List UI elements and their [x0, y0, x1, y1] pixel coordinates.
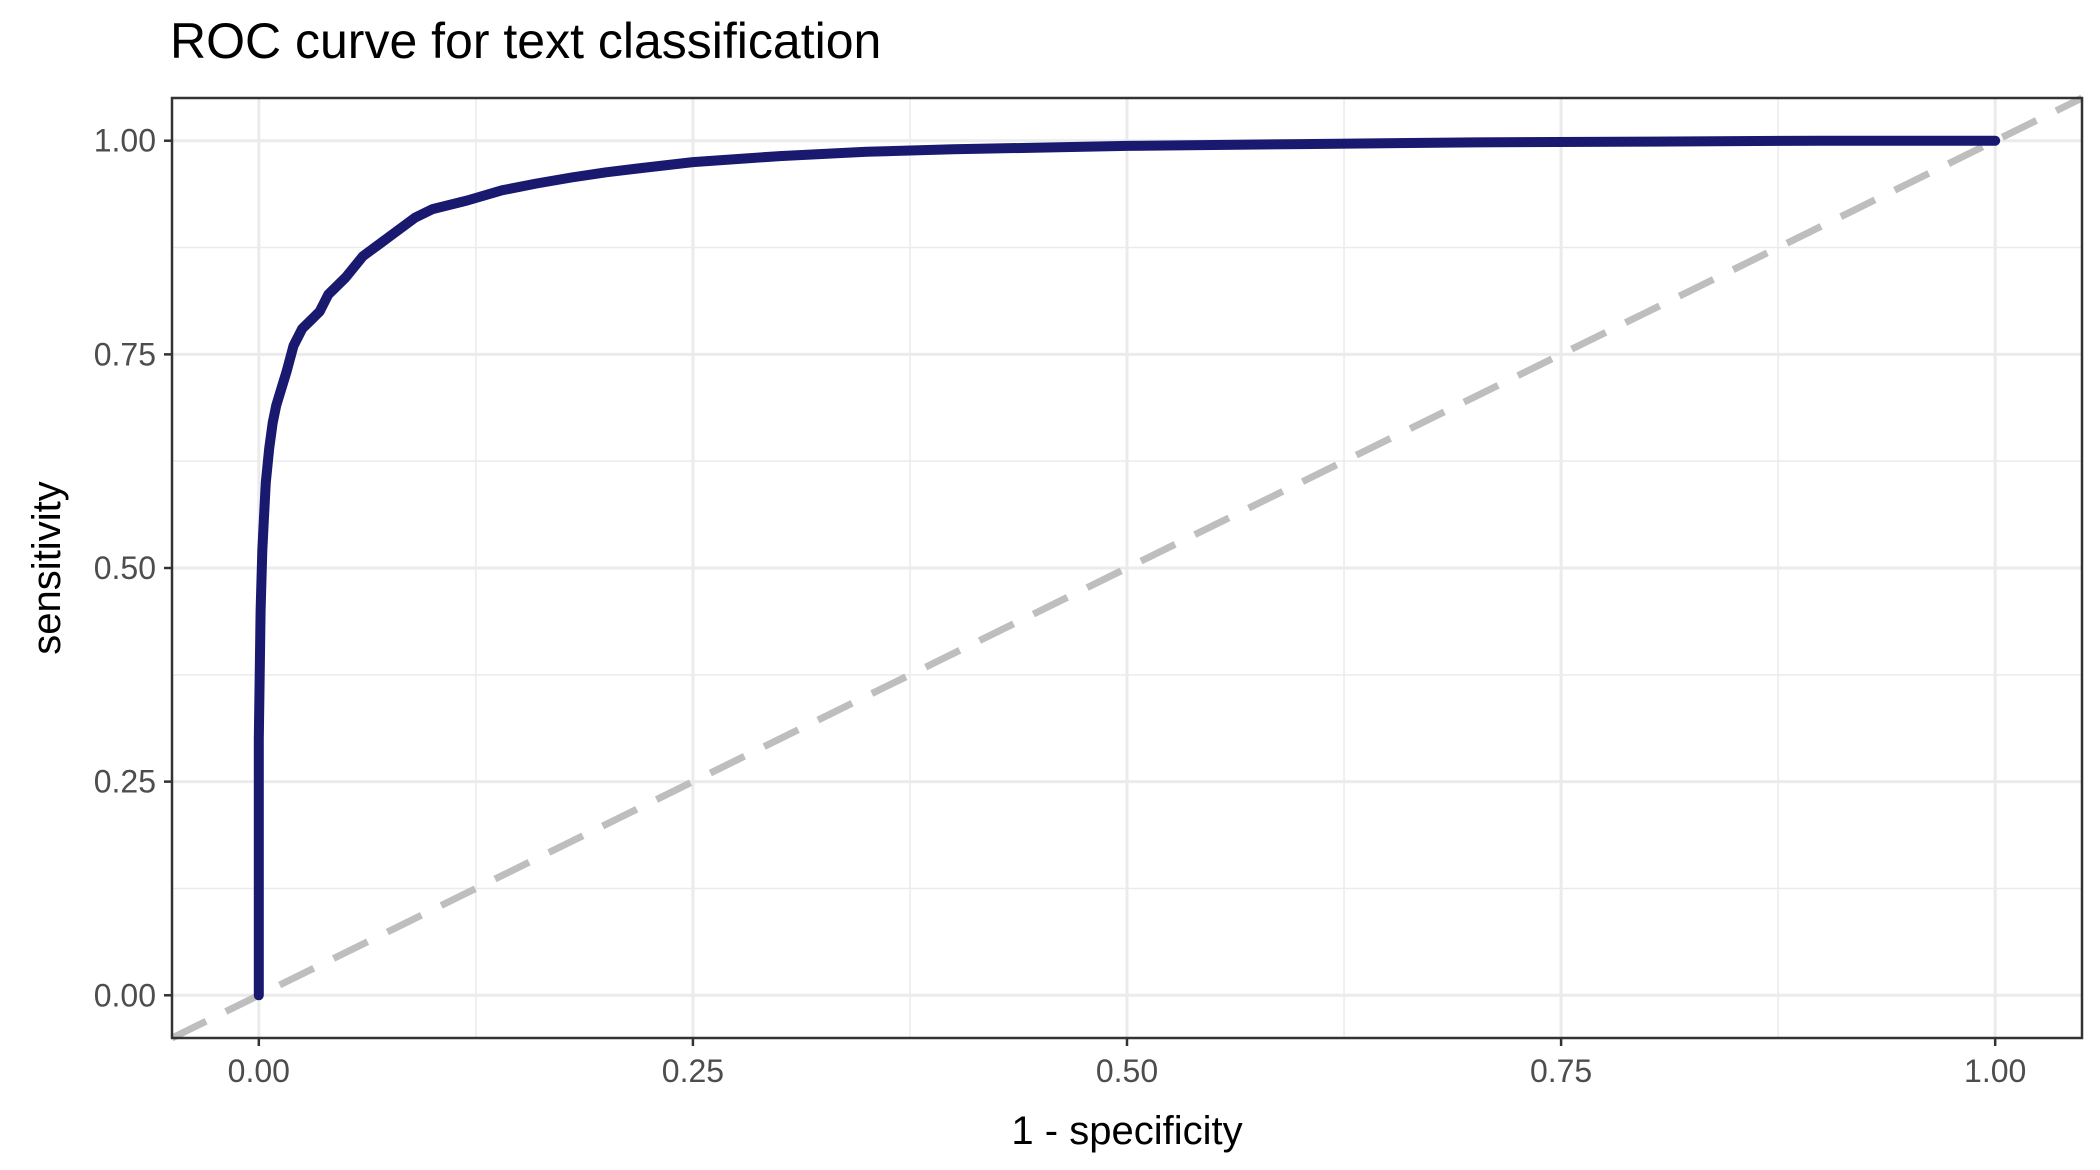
y-tick-label: 0.75 — [94, 336, 156, 372]
chart-title: ROC curve for text classification — [170, 13, 882, 69]
y-axis-title: sensitivity — [25, 481, 69, 654]
reference-line-layer — [170, 94, 2084, 1042]
y-tick-label: 1.00 — [94, 123, 156, 159]
x-tick-label: 0.00 — [228, 1053, 290, 1089]
roc-curve-line — [253, 135, 2001, 1001]
major-gridlines — [172, 98, 2082, 1038]
y-axis-ticks: 0.00 0.25 0.50 0.75 1.00 — [94, 123, 172, 1013]
x-axis-title: 1 - specificity — [1011, 1109, 1242, 1153]
x-tick-label: 0.50 — [1096, 1053, 1158, 1089]
x-tick-label: 1.00 — [1964, 1053, 2026, 1089]
x-tick-label: 0.25 — [662, 1053, 724, 1089]
roc-curve-layer — [253, 135, 2001, 1001]
diagonal-reference-line — [170, 94, 2084, 1042]
y-tick-label: 0.50 — [94, 550, 156, 586]
x-axis-ticks: 0.00 0.25 0.50 0.75 1.00 — [228, 1038, 2026, 1089]
y-tick-label: 0.25 — [94, 764, 156, 800]
y-tick-label: 0.00 — [94, 977, 156, 1013]
x-tick-label: 0.75 — [1530, 1053, 1592, 1089]
